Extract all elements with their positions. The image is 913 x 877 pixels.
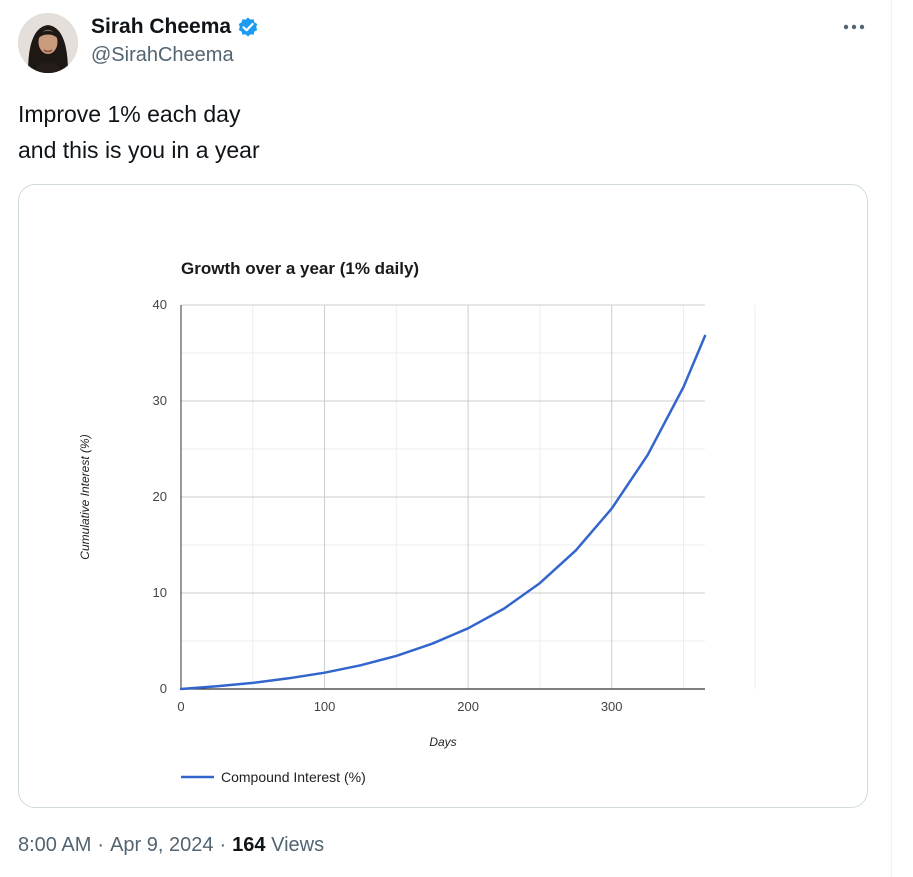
meta-separator: · xyxy=(97,834,105,856)
author-name-row: Sirah Cheema xyxy=(91,14,260,40)
chart-x-tick-label: 0 xyxy=(177,699,184,714)
chart-x-tick-label: 200 xyxy=(457,699,479,714)
chart: 0 10 20 30 40 0 100 200 300 Growth over a year (… xyxy=(78,259,756,785)
more-options-button[interactable] xyxy=(836,12,872,42)
tweet-text-line: Improve 1% each day xyxy=(18,101,241,127)
tweet-text: Improve 1% each day and this is you in a… xyxy=(18,96,260,168)
author-display-name[interactable]: Sirah Cheema xyxy=(91,15,232,38)
chart-x-tick-label: 300 xyxy=(601,699,623,714)
chart-legend: Compound Interest (%) xyxy=(181,769,366,785)
chart-series-layer xyxy=(179,334,707,691)
chart-y-tick-label: 30 xyxy=(153,393,167,408)
chart-y-tick-label: 40 xyxy=(153,297,167,312)
tweet-meta: 8:00 AM · Apr 9, 2024 · 164 Views xyxy=(18,834,324,857)
verified-badge-icon[interactable] xyxy=(236,15,260,39)
chart-y-tick-label: 20 xyxy=(153,489,167,504)
chart-x-tick-label: 100 xyxy=(314,699,336,714)
avatar[interactable] xyxy=(18,13,78,73)
chart-y-axis-label: Cumulative Interest (%) xyxy=(78,434,92,559)
tweet-text-line: and this is you in a year xyxy=(18,137,260,163)
chart-ticks: 0 10 20 30 40 0 100 200 300 xyxy=(153,297,623,714)
views-count: 164 xyxy=(232,834,266,856)
legend-label: Compound Interest (%) xyxy=(221,769,366,785)
chart-title: Growth over a year (1% daily) xyxy=(181,259,419,278)
tweet-date[interactable]: Apr 9, 2024 xyxy=(110,834,214,856)
views-label: Views xyxy=(271,834,325,856)
author-block: Sirah Cheema @SirahCheema xyxy=(91,14,260,67)
chart-x-axis-label: Days xyxy=(429,735,456,749)
more-options-icon xyxy=(843,24,865,30)
chart-gridlines xyxy=(180,304,756,690)
media-card[interactable]: 0 10 20 30 40 0 100 200 300 Growth over a year (… xyxy=(18,184,868,808)
author-handle[interactable]: @SirahCheema xyxy=(91,44,234,66)
timeline-border xyxy=(891,0,892,877)
chart-y-tick-label: 10 xyxy=(153,585,167,600)
chart-y-tick-label: 0 xyxy=(160,681,167,696)
meta-separator: · xyxy=(219,834,227,856)
avatar-image xyxy=(18,13,78,73)
chart-series-line xyxy=(179,334,707,691)
tweet-time[interactable]: 8:00 AM xyxy=(18,834,92,856)
